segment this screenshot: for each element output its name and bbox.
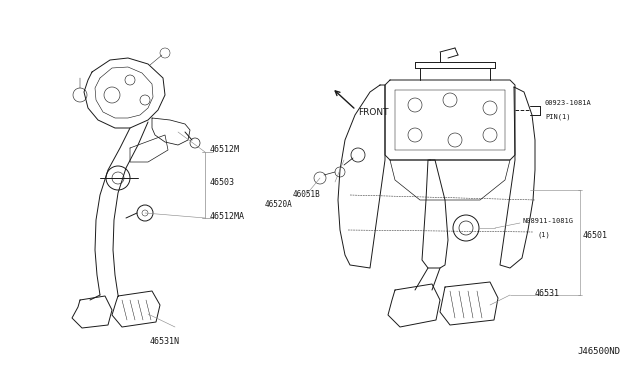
Text: N08911-1081G: N08911-1081G [523,218,574,224]
Text: 46531N: 46531N [150,337,180,346]
Text: (1): (1) [538,231,551,237]
Text: 46520A: 46520A [264,200,292,209]
Text: PIN(1): PIN(1) [545,113,570,119]
Text: FRONT: FRONT [358,108,388,117]
Text: J46500ND: J46500ND [577,347,620,356]
Text: 46501: 46501 [583,231,608,240]
Text: 46512MA: 46512MA [210,212,245,221]
Text: 00923-1081A: 00923-1081A [545,100,592,106]
Text: 46531: 46531 [535,289,560,298]
Text: 46051B: 46051B [292,190,320,199]
Text: 46503: 46503 [210,177,235,186]
Text: 46512M: 46512M [210,145,240,154]
